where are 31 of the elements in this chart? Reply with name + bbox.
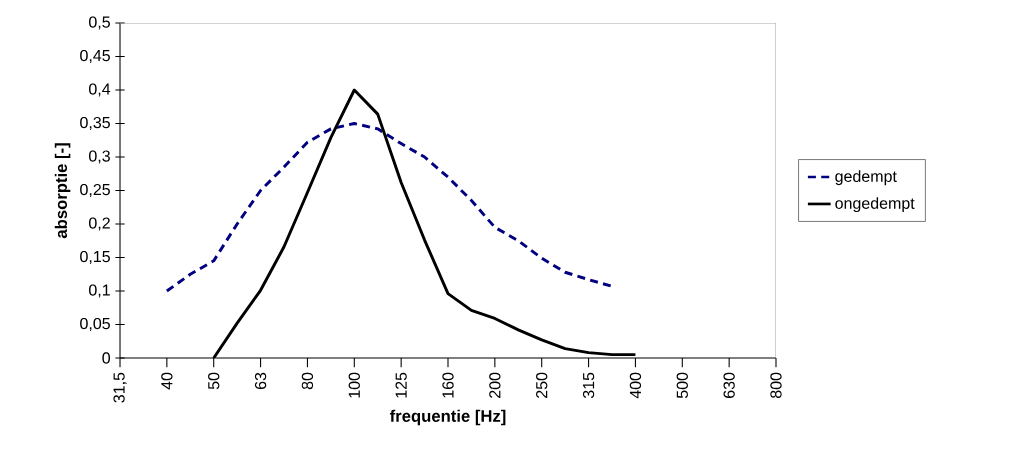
x-tick-label: 50 bbox=[208, 372, 220, 390]
x-tick-label: 630 bbox=[723, 372, 735, 398]
y-tick-label: 0,35 bbox=[80, 116, 110, 131]
x-tick-label: 80 bbox=[301, 372, 314, 390]
x-tick-label: 800 bbox=[770, 372, 782, 399]
line-series bbox=[165, 122, 614, 293]
x-axis-title: frequentie [Hz] bbox=[389, 409, 506, 426]
x-tick-label: 250 bbox=[536, 372, 548, 398]
x-tick-label: 315 bbox=[582, 372, 595, 399]
x-tick-label: 31,5 bbox=[113, 372, 127, 403]
y-tick-label: 0,45 bbox=[80, 49, 110, 64]
legend-label: gedempt bbox=[835, 170, 897, 186]
y-tick-label: 0,4 bbox=[89, 83, 111, 97]
y-tick-label: 0,3 bbox=[89, 150, 110, 164]
x-tick-label: 200 bbox=[489, 372, 501, 398]
y-tick-label: 0,5 bbox=[89, 16, 110, 30]
x-tick-label: 125 bbox=[395, 372, 407, 398]
x-tick-label: 100 bbox=[348, 372, 360, 398]
x-tick-label: 160 bbox=[442, 372, 454, 398]
x-tick-label: 400 bbox=[629, 372, 642, 399]
y-tick-label: 0,05 bbox=[80, 317, 110, 332]
y-tick-label: 0,2 bbox=[89, 217, 110, 231]
x-tick-label: 63 bbox=[254, 372, 267, 390]
y-axis-title: absorptie [-] bbox=[54, 143, 71, 239]
x-tick-label: 500 bbox=[676, 372, 688, 399]
y-tick-label: 0 bbox=[102, 352, 111, 364]
x-tick-label: 40 bbox=[161, 372, 173, 390]
y-tick-label: 0,1 bbox=[89, 284, 110, 298]
y-tick-label: 0,15 bbox=[80, 250, 110, 265]
legend-label: ongedempt bbox=[835, 197, 915, 213]
y-tick-label: 0,25 bbox=[80, 183, 110, 198]
